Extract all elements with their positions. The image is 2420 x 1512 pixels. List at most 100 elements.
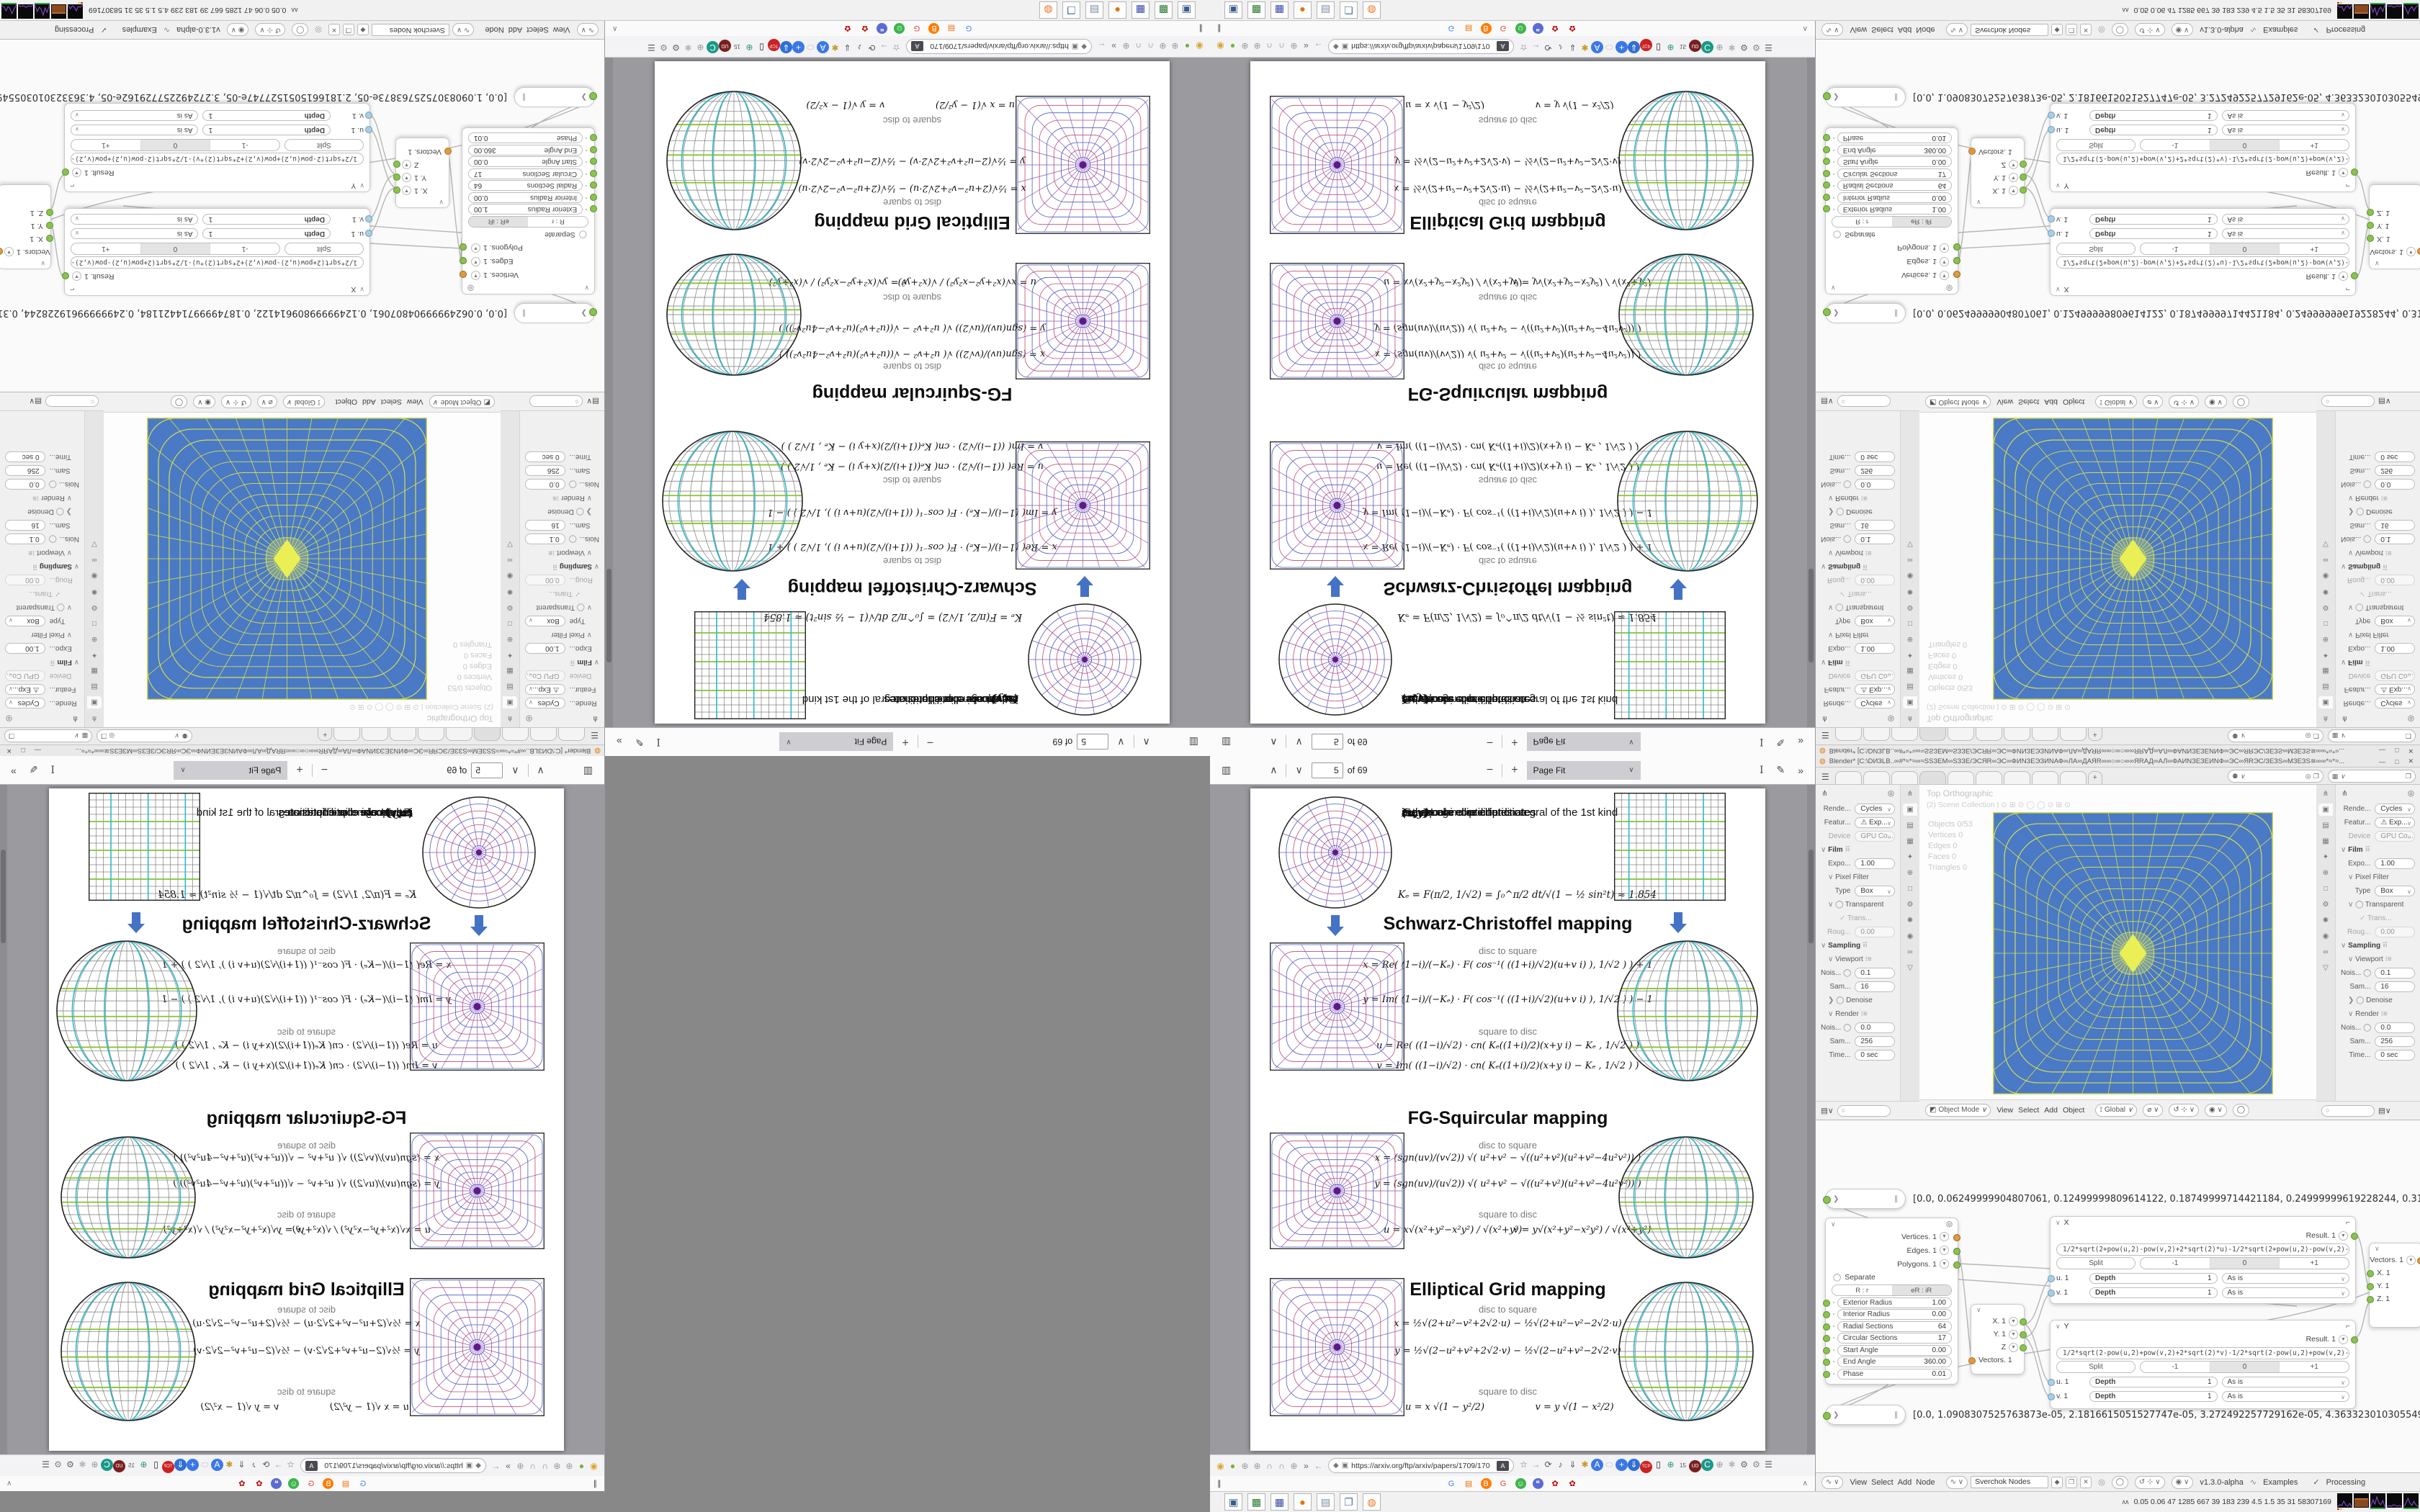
zoom-out-button[interactable]: − — [1486, 763, 1494, 776]
toolbar-icon[interactable]: ● — [1229, 1460, 1236, 1471]
x-input-row[interactable]: X. 1 — [0, 233, 50, 246]
properties-tab-icon[interactable]: ◉ — [1906, 932, 1914, 940]
property-row[interactable]: Viewport — [0, 546, 84, 559]
radius-mode-toggle[interactable]: R : r eR : iR — [1832, 216, 1952, 228]
node-number-field[interactable]: ◔ End Angle 360.00 — [468, 145, 588, 156]
taskbar-app-icon[interactable]: ❐ — [1340, 1, 1358, 19]
properties-tab-icon[interactable]: ∞ — [1907, 556, 1913, 564]
toolbar-icon[interactable]: → — [1531, 1459, 1541, 1470]
zoom-in-button[interactable]: + — [902, 736, 909, 749]
bookmark-icon[interactable]: ✿ — [1551, 24, 1559, 32]
bookmark-icon[interactable]: ❝ — [877, 23, 888, 34]
zoom-select[interactable]: Page Fit ∨ — [1526, 732, 1641, 752]
properties-tab-icon[interactable]: □ — [1907, 885, 1913, 893]
pdf-scrollbar[interactable] — [605, 58, 613, 727]
toolbar-icon[interactable]: ✱ — [225, 1459, 233, 1470]
toolbar-icon[interactable]: ⊕ — [1716, 42, 1724, 53]
toolbar-icon[interactable]: ∩ — [1135, 41, 1142, 52]
url-bar[interactable]: ◆ ▣ https://arxiv.org/ftp/arxiv/papers/1… — [1328, 39, 1514, 54]
viewport-menu[interactable]: Add — [2044, 1105, 2058, 1115]
overlay-toggle-icon[interactable]: ↺ ⊹ ∨ — [2134, 23, 2165, 37]
taskbar-app-icon[interactable]: ▣ — [1178, 1, 1196, 19]
toolbar-icon[interactable]: ⊕ — [565, 1460, 573, 1471]
v-input-row[interactable]: v. 1 Depth 1 As is — [65, 212, 369, 227]
result-output-row[interactable]: Result. 1 ▼ — [2051, 1332, 2358, 1346]
collapse-icon[interactable]: ∧ — [612, 24, 618, 32]
toolbar-icon[interactable]: ⬭ — [1605, 1459, 1613, 1470]
toolbar-icon[interactable]: ← — [1314, 41, 1323, 52]
workspace-tab[interactable] — [2003, 728, 2030, 741]
y-input-row[interactable]: Y. 1 — [2367, 1279, 2420, 1292]
toolbar-icon[interactable]: UD — [1689, 1460, 1701, 1473]
properties-tab-icon[interactable]: ▽ — [91, 540, 97, 548]
viewport-menu[interactable]: Object — [2062, 1105, 2085, 1115]
property-row[interactable]: Type Box — [2336, 614, 2420, 628]
toolbar-icon[interactable]: ⇓ — [238, 1459, 246, 1470]
node-number-field[interactable]: ◔ Start Angle 0.00 — [468, 156, 588, 168]
property-row[interactable]: Sam... 16 — [2336, 980, 2420, 994]
properties-tab-icon[interactable]: ◉ — [1906, 572, 1914, 580]
property-row[interactable]: Nois...0.0 — [0, 477, 84, 491]
formula-node-y[interactable]: ∨ Y ⌐ Result. 1 ▼ 1/2*sqrt(2-pow(u,2)+pow(v… — [2048, 1320, 2358, 1409]
property-row[interactable]: Nois...0.0 — [2336, 1021, 2420, 1035]
x-output-row[interactable]: X. 1 ▼ — [1971, 184, 2024, 197]
property-row[interactable]: Time... 0 sec — [0, 450, 84, 464]
toolbar-icon[interactable]: ⊕ — [1253, 41, 1261, 52]
split-button[interactable]: Split — [2056, 139, 2136, 151]
properties-tab-icon[interactable]: ⊕ — [1906, 869, 1914, 877]
toolbar-icon[interactable]: ⊕ — [1159, 41, 1167, 52]
vectors-input-row[interactable]: Vectors. 1 — [396, 145, 449, 158]
toolbar-icon[interactable]: ⊕ — [1241, 41, 1249, 52]
property-row[interactable]: Rende... Cycles — [520, 696, 604, 710]
property-row[interactable]: Nois...0.1 — [2336, 532, 2420, 546]
workspace-tab[interactable] — [2059, 728, 2087, 741]
properties-tab-icon[interactable]: ⋔ — [1906, 790, 1914, 798]
node-output-socket-row[interactable]: Polygons. 1 ▼ — [1826, 1257, 1960, 1271]
editor-menu[interactable]: Node — [1916, 1477, 1935, 1487]
toolbar-icon[interactable]: TCP — [162, 1460, 174, 1473]
toolbar-icon[interactable]: A — [211, 1458, 223, 1471]
draw-tool-icon[interactable]: ✎ — [29, 764, 38, 775]
property-row[interactable]: Featur... ⚠ Exp... — [1816, 816, 1900, 829]
toolbar-icon[interactable]: ⊕ — [1253, 1460, 1261, 1471]
property-row[interactable]: Trans... — [2336, 587, 2420, 600]
split-button[interactable]: Split — [2056, 243, 2136, 255]
toolbar-icon[interactable]: → — [879, 42, 889, 53]
bookmark-icon[interactable]: ❝ — [271, 1478, 282, 1489]
bookmark-icon[interactable]: G — [1448, 24, 1455, 33]
property-row[interactable]: Nois...0.0 — [2336, 477, 2420, 491]
toolbar-icon[interactable]: ⊕ — [1667, 42, 1675, 53]
y-output-row[interactable]: Y. 1 ▼ — [396, 171, 449, 184]
toolbar-icon[interactable]: ● — [1184, 41, 1191, 52]
toolbar-icon[interactable]: ∩ — [529, 1460, 536, 1471]
property-row[interactable]: Trans... — [520, 587, 604, 600]
properties-tab-icon[interactable]: □ — [2323, 885, 2329, 893]
mode-selector[interactable]: ◩ Object Mode ∨ — [1925, 395, 1991, 409]
toolbar-icon[interactable]: ∩ — [1278, 1460, 1285, 1471]
wrap-toggle[interactable]: -1 0 +1 — [71, 243, 280, 255]
x-output-row[interactable]: X. 1 ▼ — [396, 184, 449, 197]
wrap-toggle[interactable]: -1 0 +1 — [2140, 1361, 2349, 1373]
overlay-toggle-icon[interactable]: ↺ ⊹ ∨ — [2134, 1475, 2165, 1489]
property-row[interactable]: Nois...0.0 — [1816, 477, 1900, 491]
bookmark-icon[interactable]: ▤ — [947, 24, 956, 32]
toolbar-icon[interactable]: A — [1591, 41, 1603, 54]
url-text[interactable]: https://arxiv.org/ftp/arxiv/papers/1709/… — [930, 42, 1069, 51]
shield-icon[interactable]: ◆ — [1333, 1462, 1339, 1470]
property-row[interactable]: Sam... 256 — [2336, 464, 2420, 477]
wrap-toggle[interactable]: -1 0 +1 — [2140, 243, 2349, 255]
taskbar-app-icon[interactable]: ▩ — [1247, 1, 1265, 19]
property-row[interactable]: Nois...0.1 — [1816, 532, 1900, 546]
node-output-socket-row[interactable]: Edges. 1 ▼ — [1826, 255, 1958, 269]
overlays-icon[interactable]: ◉ ∨ — [193, 395, 215, 409]
property-row[interactable]: Roug... 0.00 — [1816, 573, 1900, 587]
toolbar-icon[interactable]: C — [101, 1458, 113, 1471]
toolbar-icon[interactable]: ▯ — [153, 1459, 158, 1470]
maximize-button[interactable]: □ — [2395, 757, 2399, 765]
properties-tab-icon[interactable]: ▽ — [1907, 540, 1913, 548]
v-input-row[interactable]: v. 1 Depth 1 As is — [2051, 212, 2355, 227]
split-button[interactable]: Split — [284, 139, 364, 151]
search-input[interactable] — [45, 395, 99, 408]
bookmark-icon[interactable]: ▤ — [1464, 1480, 1473, 1488]
workspace-tab[interactable] — [1919, 728, 1946, 741]
